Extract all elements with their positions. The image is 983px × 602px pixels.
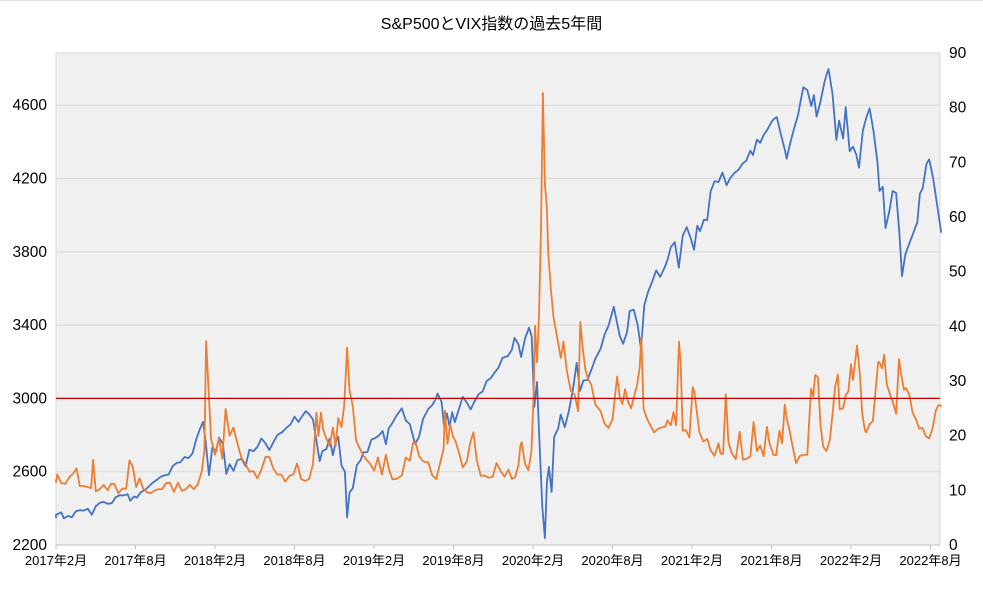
x-axis-label: 2022年2月 bbox=[820, 553, 882, 568]
left-axis-label: 3400 bbox=[13, 317, 48, 334]
plot-area: 2017年2月 2017年8月 2018年2月 2018年8月 2019年2月 2019年… bbox=[13, 45, 967, 568]
right-axis-label: 50 bbox=[949, 264, 967, 281]
right-axis-label: 70 bbox=[949, 154, 967, 171]
left-axis-label: 3800 bbox=[13, 244, 48, 261]
left-axis-label: 3000 bbox=[13, 390, 48, 407]
x-axis-label: 2017年2月 bbox=[25, 553, 87, 568]
x-axis-label: 2018年2月 bbox=[184, 553, 246, 568]
x-axis-label: 2019年2月 bbox=[343, 553, 405, 568]
x-axis-label: 2021年2月 bbox=[661, 553, 723, 568]
plot-background bbox=[55, 52, 941, 546]
right-axis-label: 40 bbox=[949, 318, 967, 335]
x-axis-label: 2017年8月 bbox=[104, 553, 166, 568]
right-axis-label: 60 bbox=[949, 209, 967, 226]
right-axis-label: 90 bbox=[949, 45, 967, 62]
left-axis-label: 2600 bbox=[13, 464, 48, 481]
x-axis-label: 2022年8月 bbox=[899, 553, 961, 568]
right-axis-label: 10 bbox=[949, 482, 967, 499]
left-axis-label: 4200 bbox=[13, 171, 48, 188]
x-axis-label: 2019年8月 bbox=[422, 553, 484, 568]
left-axis-label: 2200 bbox=[13, 537, 48, 554]
right-axis-label: 80 bbox=[949, 100, 967, 117]
right-axis-label: 20 bbox=[949, 428, 967, 445]
chart-title: S&P500とVIX指数の過去5年間 bbox=[380, 16, 603, 33]
x-axis-label: 2020年8月 bbox=[581, 553, 643, 568]
right-axis-label: 30 bbox=[949, 373, 967, 390]
vix-line bbox=[55, 92, 942, 495]
right-axis-label: 0 bbox=[949, 537, 958, 554]
x-axis-label: 2018年8月 bbox=[263, 553, 325, 568]
left-axis-label: 4600 bbox=[13, 97, 48, 114]
x-axis-label: 2020年2月 bbox=[502, 553, 564, 568]
x-axis-label: 2021年8月 bbox=[740, 553, 802, 568]
